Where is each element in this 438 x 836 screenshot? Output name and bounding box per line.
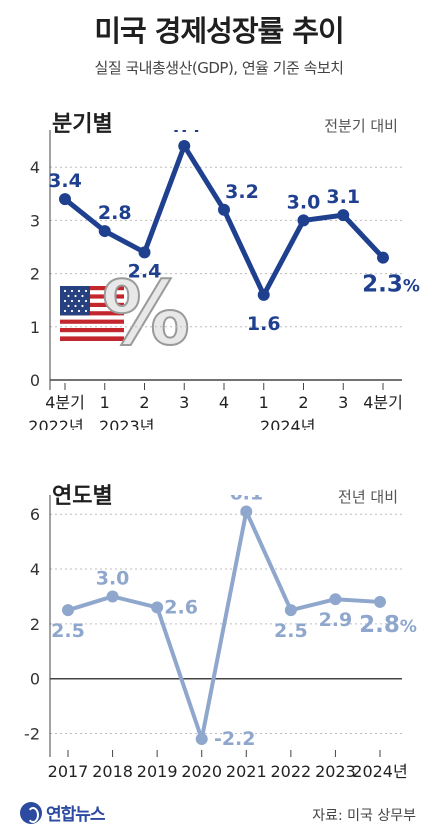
annual-data-point — [284, 604, 297, 617]
annual-data-label: 2.5 — [51, 620, 85, 642]
annual-data-point — [329, 593, 342, 606]
quarterly-x-tick-label: 1 — [100, 393, 110, 412]
quarterly-x-tick-label: 1 — [259, 393, 269, 412]
percent-sign-icon: % — [101, 261, 191, 366]
annual-y-tick-label: -2 — [24, 725, 40, 744]
quarterly-data-point — [337, 209, 350, 222]
quarterly-data-label: 2.3% — [362, 272, 420, 298]
quarterly-growth-chart: % 0 1 2 3 4 4분기 1 2 3 4 1 2 3 4분기 2022년 2023년 2024년 3.4 2.… — [28, 130, 420, 430]
quarterly-basis-note: 전분기 대비 — [324, 117, 398, 135]
annual-data-label: 6.1 — [229, 495, 263, 504]
quarterly-year-label: 2022년 — [28, 417, 83, 430]
annual-data-point — [240, 505, 253, 518]
annual-x-tick-label: 2019 — [137, 762, 178, 781]
annual-data-label: 2.5 — [274, 620, 308, 642]
annual-x-tick-label: 2021 — [226, 762, 267, 781]
source-note: 자료: 미국 상무부 — [312, 808, 416, 824]
annual-data-label: 2.8% — [359, 612, 417, 638]
quarterly-data-point — [138, 246, 151, 259]
quarterly-data-point — [59, 193, 71, 206]
quarterly-data-label: 1.6 — [247, 313, 281, 335]
chart-title: 미국 경제성장률 추이 — [94, 14, 344, 48]
annual-data-point — [195, 733, 208, 746]
quarterly-x-tick-label: 3 — [179, 393, 189, 412]
quarterly-x-tick-label: 4분기 — [363, 393, 403, 412]
quarterly-data-label: 3.1 — [326, 186, 360, 208]
quarterly-x-tick-label: 4 — [219, 393, 229, 412]
annual-x-tick-label: 2023 — [315, 762, 356, 781]
quarterly-data-point — [178, 139, 191, 152]
annual-x-tick-label: 2018 — [92, 762, 133, 781]
annual-data-point — [151, 601, 164, 614]
quarterly-data-label: 4.4 — [167, 130, 201, 137]
annual-data-point — [374, 595, 386, 608]
quarterly-x-tick-label: 2 — [139, 393, 149, 412]
annual-data-label: 2.6 — [164, 596, 198, 618]
quarterly-data-point — [98, 225, 111, 238]
quarterly-data-point — [297, 214, 310, 227]
annual-x-tick-label: 2017 — [48, 762, 89, 781]
annual-y-tick-label: 2 — [30, 615, 40, 634]
yonhap-logo: 연합뉴스 — [20, 800, 106, 825]
annual-series-line — [66, 509, 382, 742]
annual-basis-note: 전년 대비 — [338, 488, 398, 506]
us-flag-icon — [60, 286, 124, 341]
quarterly-data-label: 3.2 — [225, 181, 259, 203]
quarterly-data-label: 3.0 — [287, 191, 321, 213]
quarterly-data-point — [257, 288, 270, 301]
quarterly-y-tick-label: 2 — [30, 265, 40, 284]
annual-data-label: -2.2 — [214, 728, 256, 750]
quarterly-data-label: 2.8 — [98, 202, 132, 224]
annual-x-tick-label: 2020 — [181, 762, 222, 781]
annual-y-tick-label: 0 — [30, 670, 40, 689]
quarterly-year-label: 2024년 — [260, 417, 315, 430]
annual-data-point — [106, 590, 119, 603]
quarterly-data-label: 2.4 — [128, 260, 162, 282]
annual-data-label: 2.9 — [319, 609, 353, 631]
annual-x-tick-label: 2024년 — [352, 762, 407, 781]
quarterly-data-point — [218, 203, 230, 216]
brand-name: 연합뉴스 — [46, 805, 106, 825]
quarterly-section-title: 분기별 — [52, 112, 113, 137]
quarterly-data-point — [377, 251, 389, 264]
svg-text:%: % — [102, 262, 190, 365]
quarterly-y-tick-label: 1 — [30, 318, 40, 337]
annual-data-point — [62, 604, 74, 617]
annual-data-label: 3.0 — [96, 567, 130, 589]
quarterly-y-tick-label: 3 — [30, 211, 40, 230]
annual-y-tick-label: 4 — [30, 560, 40, 579]
quarterly-y-tick-label: 0 — [30, 371, 40, 390]
quarterly-y-tick-label: 4 — [30, 158, 40, 177]
annual-y-tick-label: 6 — [30, 505, 40, 524]
chart-subtitle: 실질 국내총생산(GDP), 연율 기준 속보치 — [94, 59, 344, 77]
yonhap-mark-icon — [20, 801, 42, 824]
quarterly-x-tick-label: 3 — [338, 393, 348, 412]
quarterly-data-label: 3.4 — [48, 170, 82, 192]
annual-x-tick-label: 2022 — [270, 762, 311, 781]
annual-section-title: 연도별 — [52, 484, 113, 509]
quarterly-x-tick-label: 4분기 — [45, 393, 85, 412]
quarterly-year-label: 2023년 — [99, 417, 154, 430]
quarterly-x-tick-label: 2 — [298, 393, 308, 412]
